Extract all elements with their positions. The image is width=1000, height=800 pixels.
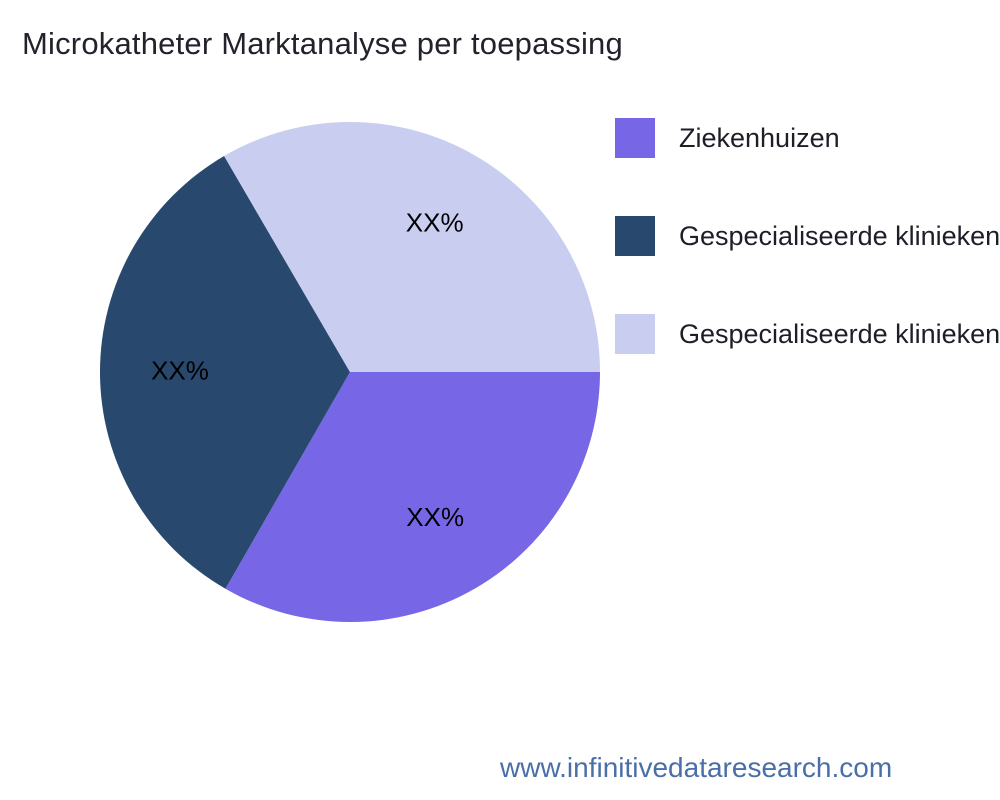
legend-item: Ziekenhuizen — [615, 118, 1000, 158]
legend-label: Gespecialiseerde klinieken — [679, 318, 1000, 349]
legend-item: Gespecialiseerde klinieken — [615, 216, 1000, 256]
pie-slice — [99, 156, 350, 589]
pie-slice — [224, 121, 600, 372]
legend-label: Gespecialiseerde klinieken — [679, 220, 1000, 251]
legend-swatch — [615, 216, 655, 256]
legend-swatch — [615, 118, 655, 158]
pie-slice — [225, 372, 600, 623]
slice-label: XX% — [406, 207, 464, 237]
slice-label: XX% — [406, 502, 464, 532]
legend-label: Ziekenhuizen — [679, 122, 840, 153]
legend-item: Gespecialiseerde klinieken — [615, 314, 1000, 354]
footer-link[interactable]: www.infinitivedataresearch.com — [500, 752, 893, 783]
slice-label: XX% — [151, 355, 209, 385]
legend: Ziekenhuizen Gespecialiseerde klinieken Ge… — [615, 118, 1000, 412]
chart-title: Microkatheter Marktanalyse per toepassin… — [22, 26, 623, 61]
legend-swatch — [615, 314, 655, 354]
